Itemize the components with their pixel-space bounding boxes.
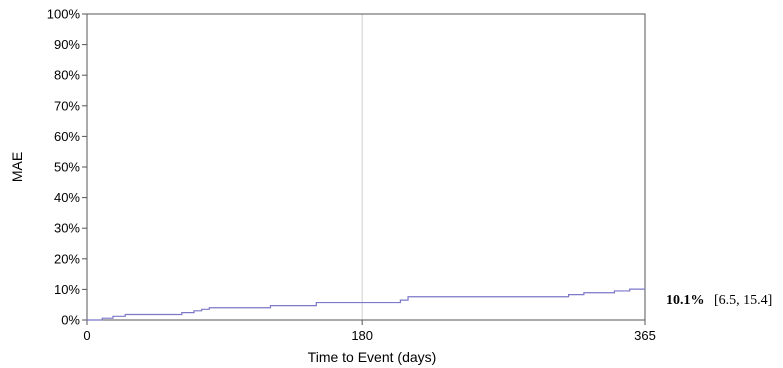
final-estimate-annotation: 10.1% [6.5, 15.4] <box>666 293 772 308</box>
x-tick-label: 365 <box>634 328 656 343</box>
y-tick-label: 40% <box>54 190 80 205</box>
y-tick-label: 100% <box>47 7 81 22</box>
final-estimate-value: 10.1% <box>666 293 705 308</box>
y-tick-label: 50% <box>54 160 80 175</box>
y-tick-label: 20% <box>54 251 80 266</box>
y-axis-ticks: 0% 10% 20% 30% 40% 50% 60% 70% 80% 90% 100% <box>47 7 87 328</box>
y-tick-label: 30% <box>54 221 80 236</box>
y-tick-label: 70% <box>54 98 80 113</box>
x-tick-label: 180 <box>351 328 373 343</box>
y-tick-label: 0% <box>61 313 80 328</box>
y-tick-label: 90% <box>54 37 80 52</box>
y-tick-label: 60% <box>54 129 80 144</box>
x-tick-label: 0 <box>83 328 90 343</box>
series-line <box>87 288 645 321</box>
y-tick-label: 10% <box>54 282 80 297</box>
x-axis-label: Time to Event (days) <box>308 349 437 365</box>
final-estimate-ci: [6.5, 15.4] <box>714 293 772 308</box>
plot-frame <box>86 13 646 321</box>
x-axis-ticks: 0 180 365 <box>83 320 656 343</box>
y-tick-label: 80% <box>54 68 80 83</box>
y-axis-label: MAE <box>9 152 25 182</box>
